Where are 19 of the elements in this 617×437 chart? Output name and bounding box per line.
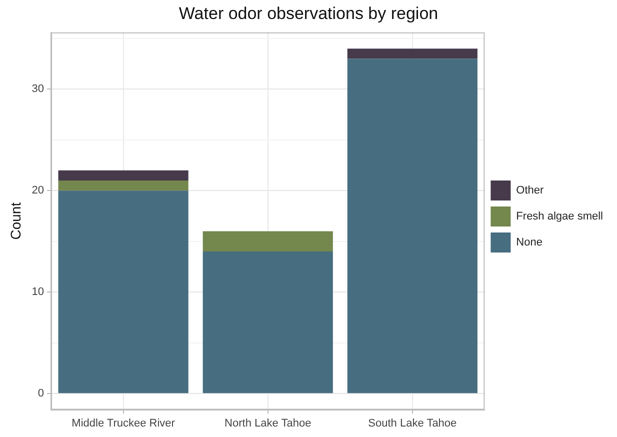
legend-label: Other	[516, 184, 544, 197]
y-tick-label: 20	[32, 184, 44, 197]
y-tick-label: 30	[32, 83, 44, 96]
legend-label: Fresh algae smell	[516, 210, 604, 223]
legend-label: None	[516, 236, 542, 249]
bar	[347, 48, 478, 59]
x-tick-label: Middle Truckee River	[72, 417, 176, 430]
bar	[202, 252, 333, 394]
bar	[58, 180, 188, 191]
y-axis-title: Count	[7, 202, 24, 240]
x-tick-label: North Lake Tahoe	[224, 417, 312, 430]
chart-title: Water odor observations by region	[178, 4, 438, 23]
bar	[58, 190, 188, 394]
bar	[58, 170, 188, 181]
bar	[347, 58, 478, 394]
x-tick-label: South Lake Tahoe	[368, 417, 457, 430]
y-tick-label: 0	[38, 388, 44, 400]
y-tick-label: 10	[32, 286, 44, 298]
bar	[202, 231, 333, 252]
